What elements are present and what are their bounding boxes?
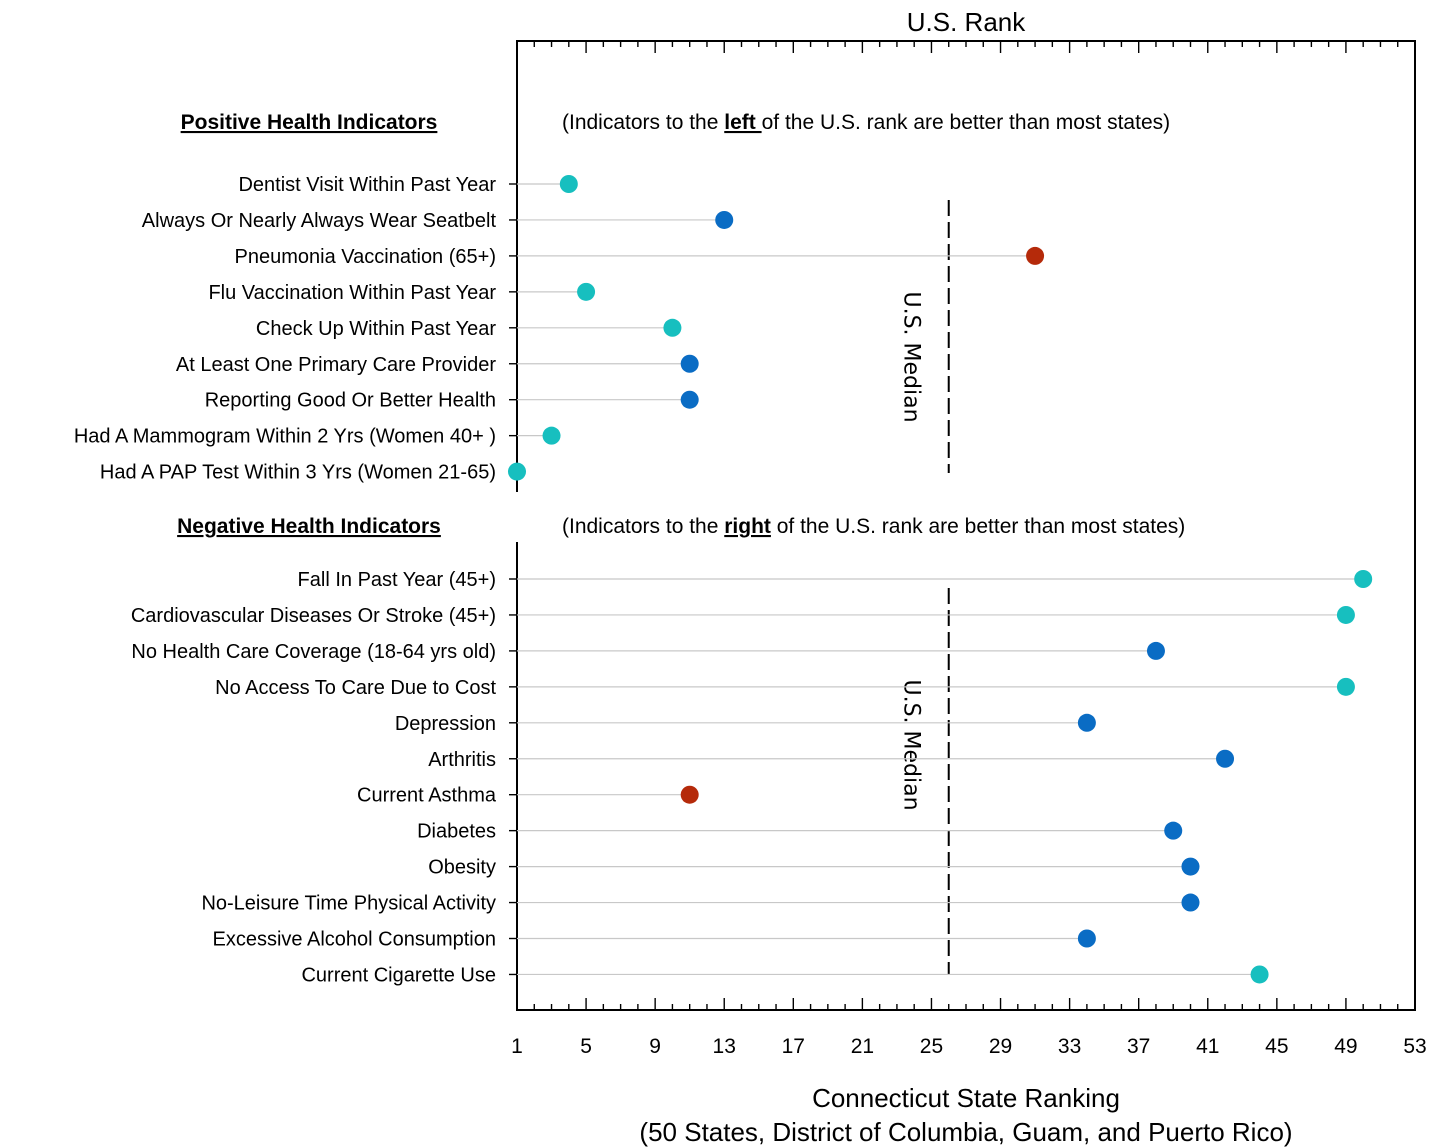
data-point (1164, 821, 1183, 840)
x-tick-label: 5 (580, 1035, 592, 1058)
indicator-label: Had A PAP Test Within 3 Yrs (Women 21-65… (100, 462, 496, 484)
x-axis-title: Connecticut State Ranking (812, 1083, 1120, 1113)
indicator-label: Current Asthma (357, 785, 497, 807)
indicator-label: Arthritis (428, 749, 496, 771)
x-tick-label: 49 (1334, 1035, 1357, 1058)
x-tick-label: 45 (1265, 1035, 1288, 1058)
group-note: (Indicators to the right of the U.S. ran… (562, 515, 1185, 538)
indicator-label: Fall In Past Year (45+) (298, 569, 496, 591)
data-point (680, 390, 699, 409)
data-point (1336, 677, 1355, 696)
indicator-label: Excessive Alcohol Consumption (213, 929, 496, 951)
data-point (1077, 713, 1096, 732)
data-point (1250, 965, 1269, 984)
indicator-label: Pneumonia Vaccination (65+) (235, 246, 496, 268)
indicator-label: Diabetes (417, 821, 496, 843)
indicator-label: Current Cigarette Use (301, 964, 496, 986)
indicator-label: Cardiovascular Diseases Or Stroke (45+) (131, 605, 496, 627)
median-label: U.S. Median (899, 679, 924, 810)
data-point (680, 354, 699, 373)
data-point (1146, 641, 1165, 660)
data-point (680, 785, 699, 804)
axis-break (515, 492, 519, 542)
x-tick-label: 33 (1058, 1035, 1081, 1058)
x-tick-label: 17 (782, 1035, 805, 1058)
indicator-label: Always Or Nearly Always Wear Seatbelt (142, 210, 497, 232)
indicator-label: Depression (395, 713, 496, 735)
data-point (542, 426, 561, 445)
indicator-label: No Health Care Coverage (18-64 yrs old) (131, 641, 496, 663)
x-tick-label: 29 (989, 1035, 1012, 1058)
indicator-label: Check Up Within Past Year (256, 318, 496, 340)
x-axis-subtitle: (50 States, District of Columbia, Guam, … (639, 1117, 1292, 1147)
indicator-label: No Access To Care Due to Cost (215, 677, 496, 699)
group-heading: Positive Health Indicators (181, 111, 438, 134)
note-key-word: right (724, 515, 771, 538)
x-tick-label: 37 (1127, 1035, 1150, 1058)
x-tick-label: 21 (851, 1035, 874, 1058)
x-tick-label: 25 (920, 1035, 943, 1058)
indicator-label: Obesity (428, 857, 496, 879)
x-tick-label: 9 (649, 1035, 661, 1058)
data-point (1354, 570, 1373, 588)
indicator-label: Reporting Good Or Better Health (205, 390, 496, 412)
indicator-label: Had A Mammogram Within 2 Yrs (Women 40+ … (74, 426, 496, 448)
note-key-word: left (724, 111, 761, 134)
note-text: (Indicators to the (562, 515, 724, 538)
indicator-label: No-Leisure Time Physical Activity (201, 893, 496, 915)
data-point (1026, 246, 1045, 265)
indicator-label: At Least One Primary Care Provider (176, 354, 496, 376)
data-point (1336, 605, 1355, 624)
x-tick-label: 1 (511, 1035, 523, 1058)
group-heading: Negative Health Indicators (177, 515, 441, 538)
data-point (1077, 929, 1096, 948)
data-point (1181, 893, 1200, 912)
group-note: (Indicators to the left of the U.S. rank… (562, 111, 1170, 134)
median-label: U.S. Median (899, 291, 924, 422)
top-title: U.S. Rank (907, 7, 1026, 37)
data-point (577, 282, 596, 301)
data-point (663, 318, 682, 337)
note-text: of the U.S. rank are better than most st… (771, 515, 1185, 538)
x-tick-label: 53 (1403, 1035, 1426, 1058)
x-tick-label: 13 (713, 1035, 736, 1058)
data-point (559, 175, 578, 193)
data-point (1181, 857, 1200, 876)
note-text: (Indicators to the (562, 111, 724, 134)
x-tick-label: 41 (1196, 1035, 1219, 1058)
indicator-label: Flu Vaccination Within Past Year (208, 282, 496, 304)
data-point (715, 210, 734, 229)
data-point (1216, 749, 1235, 768)
note-text: of the U.S. rank are better than most st… (762, 111, 1171, 134)
indicator-label: Dentist Visit Within Past Year (238, 174, 496, 196)
data-point (508, 462, 526, 481)
